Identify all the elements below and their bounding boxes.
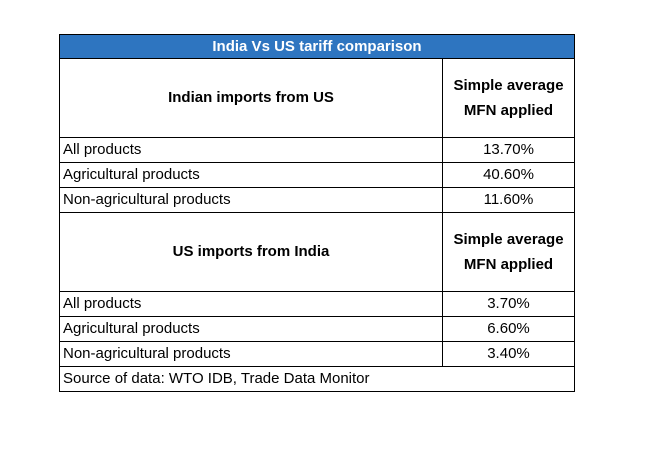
table-row: All products 3.70%: [59, 291, 575, 317]
row-label: Agricultural products: [59, 162, 443, 188]
row-value: 6.60%: [442, 316, 575, 342]
section-1-column-heading-line2: MFN applied: [463, 102, 554, 119]
table-row: Non-agricultural products 3.40%: [59, 341, 575, 367]
table-row: Agricultural products 40.60%: [59, 162, 575, 188]
row-value: 3.70%: [442, 291, 575, 317]
section-1-column-heading-line1: Simple average: [453, 77, 564, 94]
tariff-comparison-table: India Vs US tariff comparison Indian imp…: [59, 34, 575, 392]
section-1-column-heading: Simple average MFN applied: [442, 58, 575, 138]
row-value: 3.40%: [442, 341, 575, 367]
row-value: 13.70%: [442, 137, 575, 163]
table-row: All products 13.70%: [59, 137, 575, 163]
title-row: India Vs US tariff comparison: [59, 34, 575, 59]
section-2-heading: US imports from India: [59, 212, 443, 292]
section-1-heading: Indian imports from US: [59, 58, 443, 138]
section-2-column-heading-line1: Simple average: [453, 231, 564, 248]
section-2-column-heading: Simple average MFN applied: [442, 212, 575, 292]
source-note: Source of data: WTO IDB, Trade Data Moni…: [59, 366, 575, 392]
section-2-header-row: US imports from India Simple average MFN…: [59, 212, 575, 292]
section-2-column-heading-line2: MFN applied: [463, 256, 554, 273]
section-1-header-row: Indian imports from US Simple average MF…: [59, 58, 575, 138]
row-label: Non-agricultural products: [59, 187, 443, 213]
row-label: Agricultural products: [59, 316, 443, 342]
row-value: 40.60%: [442, 162, 575, 188]
row-value: 11.60%: [442, 187, 575, 213]
table-title: India Vs US tariff comparison: [59, 34, 575, 59]
row-label: Non-agricultural products: [59, 341, 443, 367]
tariff-table-container: India Vs US tariff comparison Indian imp…: [59, 34, 575, 392]
source-row: Source of data: WTO IDB, Trade Data Moni…: [59, 366, 575, 392]
row-label: All products: [59, 137, 443, 163]
table-row: Agricultural products 6.60%: [59, 316, 575, 342]
table-row: Non-agricultural products 11.60%: [59, 187, 575, 213]
row-label: All products: [59, 291, 443, 317]
